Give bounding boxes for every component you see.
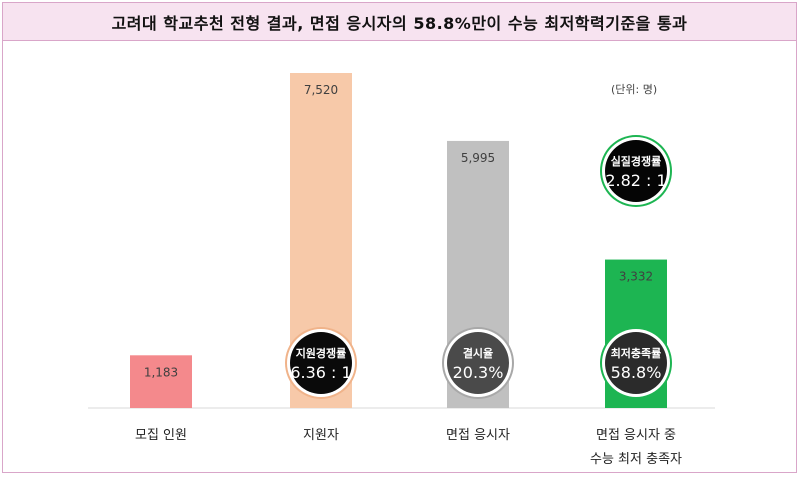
bar-0 [130, 355, 192, 408]
badge-label: 실질경쟁률 [611, 154, 662, 168]
annotation-badge-3: 실질경쟁률 2.82 : 1 [600, 135, 672, 207]
badge-disc [290, 332, 352, 394]
chart-title: 고려대 학교추천 전형 결과, 면접 응시자의 58.8%만이 수능 최저학력기… [111, 13, 688, 33]
annotation-badge-2: 최저충족률 58.8% [600, 327, 672, 399]
category-label-3-1: 수능 최저 충족자 [590, 452, 682, 467]
badge-value: 58.8% [611, 363, 662, 382]
badge-label: 결시율 [463, 347, 493, 360]
badge-value: 6.36 : 1 [290, 363, 351, 382]
annotation-badge-1: 결시율 20.3% [442, 327, 514, 399]
badge-disc [605, 140, 667, 202]
data-label-3: 3,332 [619, 270, 653, 284]
badge-value: 2.82 : 1 [605, 171, 666, 190]
category-label-2: 면접 응시자 [446, 428, 510, 443]
badge-disc [605, 332, 667, 394]
data-label-1: 7,520 [304, 83, 338, 97]
category-label-0: 모집 인원 [135, 428, 187, 443]
title-bar: 고려대 학교추천 전형 결과, 면접 응시자의 58.8%만이 수능 최저학력기… [3, 3, 796, 41]
badge-label: 지원경쟁률 [296, 346, 347, 360]
unit-label: (단위: 명) [611, 83, 658, 96]
data-label-0: 1,183 [144, 365, 178, 379]
badge-label: 최저충족률 [611, 346, 662, 360]
annotation-badge-0: 지원경쟁률 6.36 : 1 [285, 327, 357, 399]
badge-disc [447, 332, 509, 394]
category-label-3-0: 면접 응시자 중 [596, 428, 676, 443]
category-label-1: 지원자 [303, 428, 339, 443]
badge-value: 20.3% [453, 363, 504, 382]
bar-chart: 1,183 모집 인원 7,520 지원자 5,995 면접 응시자 3,332 면접 응시자… [88, 73, 715, 467]
data-label-2: 5,995 [461, 151, 495, 165]
